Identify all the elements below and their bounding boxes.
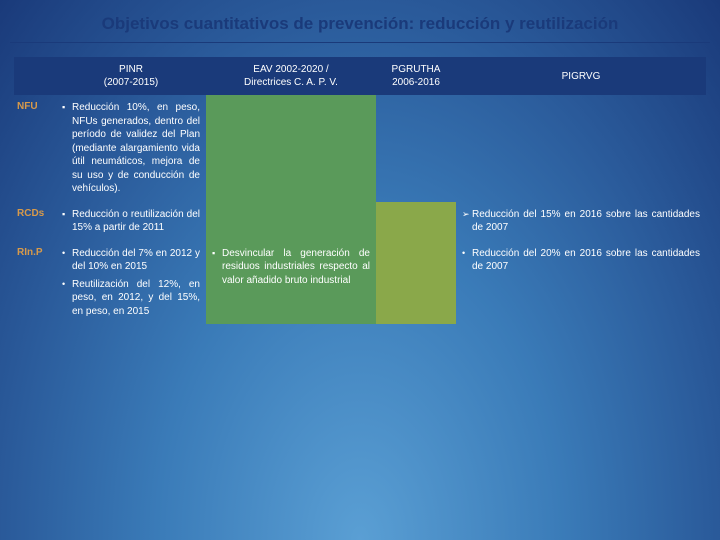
cell-text: Reducción 10%, en peso, NFUs generados, … <box>72 101 200 196</box>
cell-text: Reducción o reutilización del 15% a part… <box>72 208 200 235</box>
rowlabel-rcds: RCDs <box>14 202 56 241</box>
row-rcds: RCDs ▪ Reducción o reutilización del 15%… <box>14 202 706 241</box>
header-pgrutha-l1: PGRUTHA <box>380 63 452 76</box>
cell-nfu-pgrutha <box>376 95 456 202</box>
cell-rcds-pigrvg: ➢ Reducción del 15% en 2016 sobre las ca… <box>456 202 706 241</box>
header-eav: EAV 2002-2020 / Directrices C. A. P. V. <box>206 57 376 95</box>
cell-rcds-pinr: ▪ Reducción o reutilización del 15% a pa… <box>56 202 206 241</box>
row-rinp: RIn.P • Reducción del 7% en 2012 y del 1… <box>14 241 706 325</box>
title-divider <box>10 42 710 43</box>
cell-nfu-pinr: ▪ Reducción 10%, en peso, NFUs generados… <box>56 95 206 202</box>
bullet-icon: • <box>62 278 72 291</box>
rowlabel-rinp: RIn.P <box>14 241 56 325</box>
objectives-table: PINR (2007-2015) EAV 2002-2020 / Directr… <box>14 57 706 324</box>
header-eav-l1: EAV 2002-2020 / <box>210 63 372 76</box>
cell-rinp-pinr: • Reducción del 7% en 2012 y del 10% en … <box>56 241 206 325</box>
header-eav-l2: Directrices C. A. P. V. <box>210 76 372 89</box>
cell-text: Reducción del 7% en 2012 y del 10% en 20… <box>72 247 200 274</box>
cell-rinp-pgrutha <box>376 241 456 325</box>
header-pinr: PINR (2007-2015) <box>56 57 206 95</box>
cell-rinp-eav: ▪ Desvincular la generación de residuos … <box>206 241 376 325</box>
header-pinr-l1: PINR <box>60 63 202 76</box>
cell-text: Reutilización del 12%, en peso, en 2012,… <box>72 278 200 319</box>
bullet-icon: ▪ <box>212 247 222 260</box>
header-pgrutha-l2: 2006-2016 <box>380 76 452 89</box>
cell-rcds-eav <box>206 202 376 241</box>
cell-text: Reducción del 20% en 2016 sobre las cant… <box>472 247 700 274</box>
bullet-icon: • <box>62 247 72 260</box>
bullet-icon: ▪ <box>62 208 72 221</box>
table-container: PINR (2007-2015) EAV 2002-2020 / Directr… <box>0 57 720 324</box>
header-pigrvg: PIGRVG <box>456 57 706 95</box>
arrow-icon: ➢ <box>462 208 472 221</box>
cell-nfu-pigrvg <box>456 95 706 202</box>
cell-rinp-pigrvg: • Reducción del 20% en 2016 sobre las ca… <box>456 241 706 325</box>
header-empty <box>14 57 56 95</box>
header-pinr-l2: (2007-2015) <box>60 76 202 89</box>
cell-text: Desvincular la generación de residuos in… <box>222 247 370 288</box>
cell-rcds-pgrutha <box>376 202 456 241</box>
cell-nfu-eav <box>206 95 376 202</box>
header-pgrutha: PGRUTHA 2006-2016 <box>376 57 456 95</box>
page-title: Objetivos cuantitativos de prevención: r… <box>0 0 720 42</box>
row-nfu: NFU ▪ Reducción 10%, en peso, NFUs gener… <box>14 95 706 202</box>
bullet-icon: ▪ <box>62 101 72 114</box>
cell-text: Reducción del 15% en 2016 sobre las cant… <box>472 208 700 235</box>
rowlabel-nfu: NFU <box>14 95 56 202</box>
bullet-icon: • <box>462 247 472 260</box>
header-row: PINR (2007-2015) EAV 2002-2020 / Directr… <box>14 57 706 95</box>
